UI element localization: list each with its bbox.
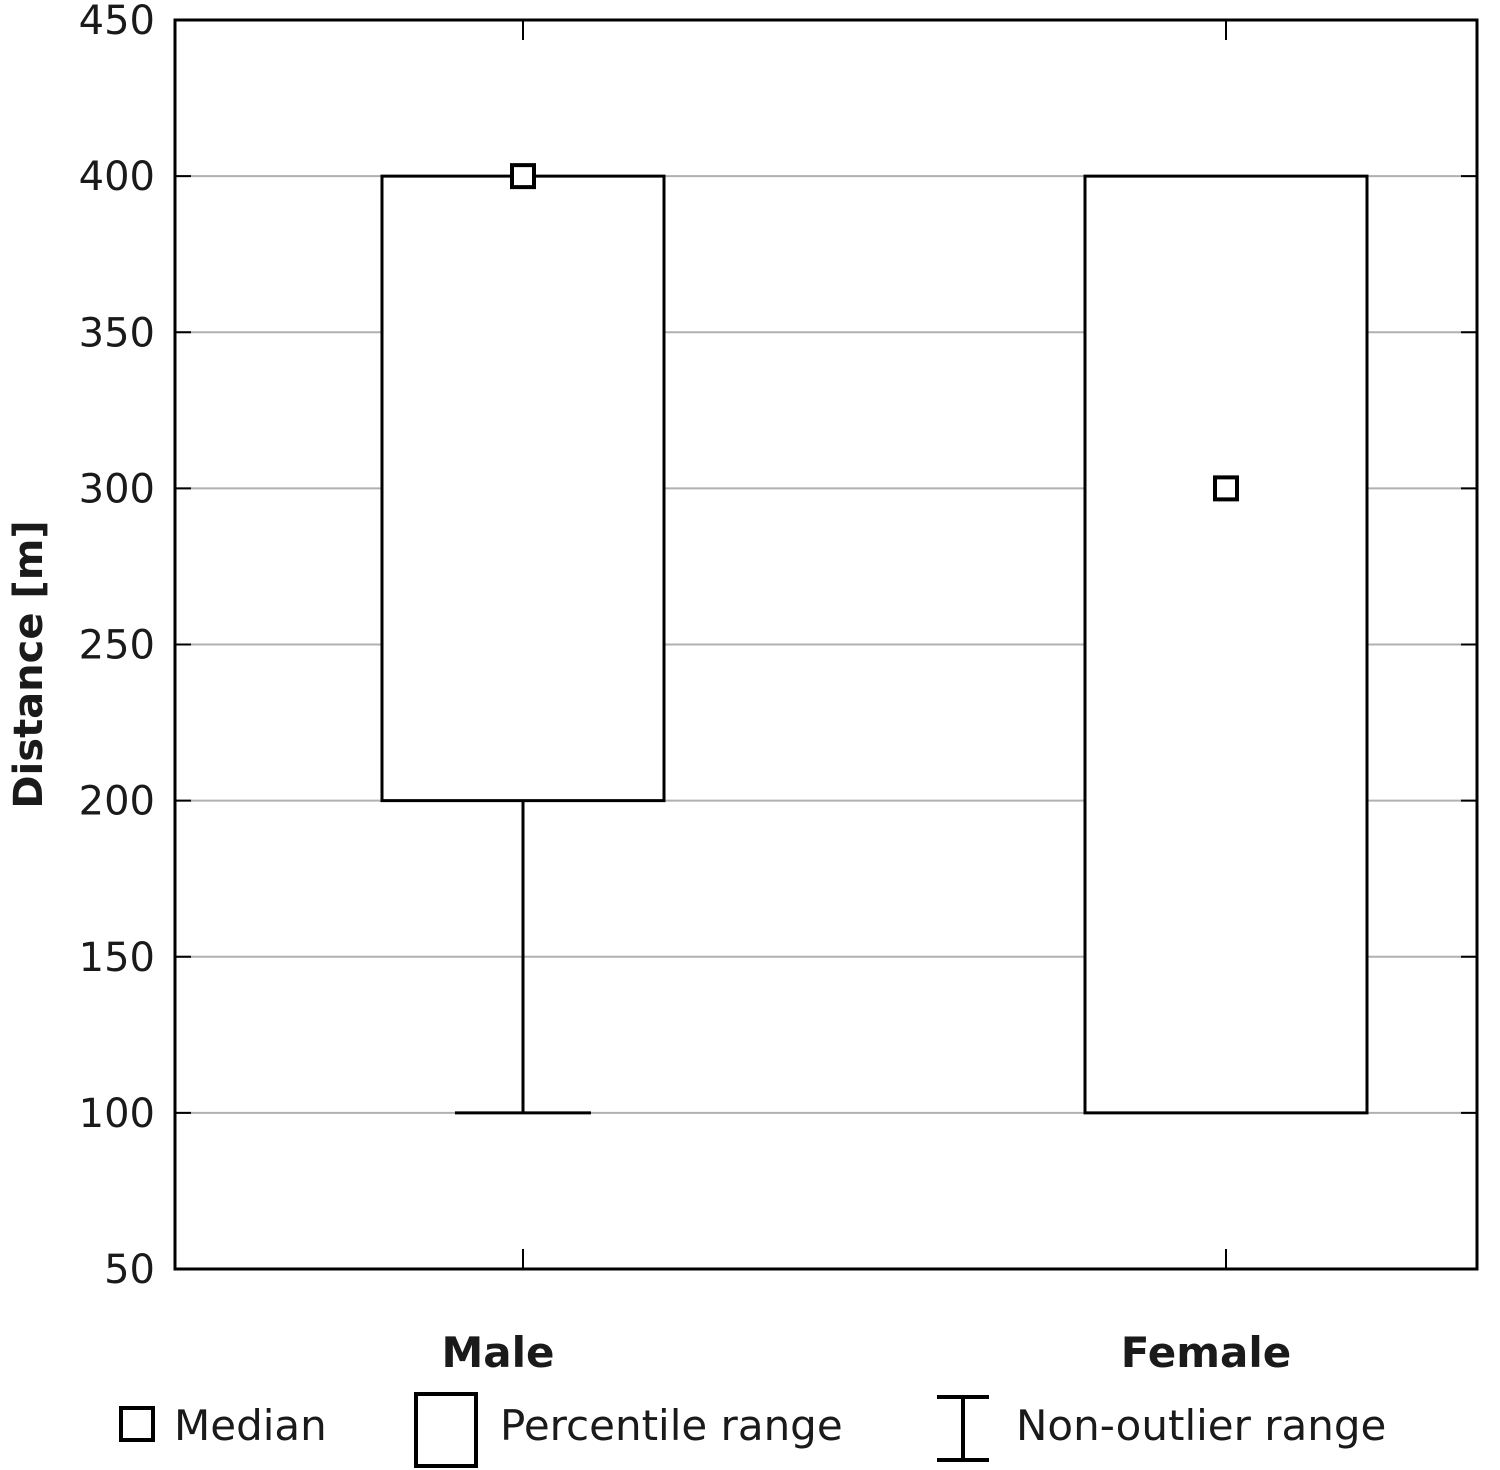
percentile-box-female xyxy=(1083,174,1369,1115)
legend-percentile-label: Percentile range xyxy=(500,1401,843,1450)
y-tick-label-150: 150 xyxy=(79,935,155,981)
median-marker-male xyxy=(510,163,536,190)
legend-nonoutlier-label: Non-outlier range xyxy=(1016,1401,1386,1450)
y-tick-label-200: 200 xyxy=(79,779,155,825)
y-tick-label-450: 450 xyxy=(79,0,155,44)
legend: Median Percentile range Non-outlier range xyxy=(119,1392,1386,1468)
y-tick-label-400: 400 xyxy=(79,154,155,200)
category-label-female: Female xyxy=(1121,1328,1291,1377)
legend-median-icon xyxy=(119,1406,155,1442)
percentile-box-male xyxy=(380,174,666,803)
median-marker-female xyxy=(1213,475,1239,502)
y-axis-title: Distance [m] xyxy=(6,520,52,808)
y-tick-label-100: 100 xyxy=(79,1091,155,1137)
y-tick-label-50: 50 xyxy=(104,1247,155,1293)
category-label-male: Male xyxy=(441,1328,554,1377)
y-tick-label-300: 300 xyxy=(79,466,155,512)
legend-box-icon xyxy=(414,1392,478,1468)
axis-ticks: 50 100 150 200 250 300 350 400 450 Male Female xyxy=(79,0,1477,1377)
y-tick-label-350: 350 xyxy=(79,310,155,356)
legend-median-label: Median xyxy=(174,1401,327,1450)
box-plot-series xyxy=(380,163,1369,1115)
y-tick-label-250: 250 xyxy=(79,623,155,669)
